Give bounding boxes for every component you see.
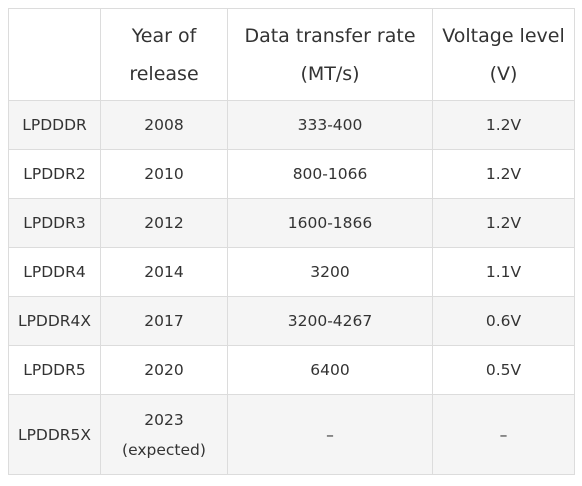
lpddr-comparison-table: Year of release Data transfer rate (MT/s… (8, 8, 575, 475)
header-rate-line-2: (MT/s) (300, 62, 360, 85)
cell-year-line-1: 2023 (144, 410, 184, 429)
cell-rate: – (227, 394, 433, 475)
header-voltage-line-2: (V) (489, 62, 518, 85)
cell-voltage: 1.2V (432, 149, 575, 199)
cell-standard: LPDDR4 (8, 247, 101, 297)
table-body: LPDDDR 2008 333-400 1.2V LPDDR2 2010 800… (8, 100, 575, 475)
cell-voltage: 1.2V (432, 100, 575, 150)
cell-rate: 800-1066 (227, 149, 433, 199)
header-year-line-1: Year of (131, 24, 197, 47)
cell-year-line-2: (expected) (122, 440, 206, 459)
cell-standard: LPDDDR (8, 100, 101, 150)
cell-voltage: – (432, 394, 575, 475)
cell-standard: LPDDR3 (8, 198, 101, 248)
table-row: LPDDDR 2008 333-400 1.2V (8, 100, 575, 150)
cell-year: 2008 (100, 100, 228, 150)
cell-voltage: 1.1V (432, 247, 575, 297)
cell-voltage: 0.5V (432, 345, 575, 395)
cell-rate: 3200 (227, 247, 433, 297)
table-row: LPDDR4X 2017 3200-4267 0.6V (8, 296, 575, 346)
header-year-line-2: release (129, 62, 199, 85)
cell-rate: 1600-1866 (227, 198, 433, 248)
header-year-of-release: Year of release (100, 8, 228, 101)
header-rate-line-1: Data transfer rate (244, 24, 416, 47)
cell-year: 2012 (100, 198, 228, 248)
table-header: Year of release Data transfer rate (MT/s… (8, 8, 575, 101)
lpddr-table-container: Year of release Data transfer rate (MT/s… (8, 8, 575, 475)
cell-standard: LPDDR4X (8, 296, 101, 346)
cell-rate: 6400 (227, 345, 433, 395)
cell-year: 2014 (100, 247, 228, 297)
table-row: LPDDR2 2010 800-1066 1.2V (8, 149, 575, 199)
cell-year: 2023 (expected) (100, 394, 228, 475)
header-voltage-line-1: Voltage level (442, 24, 565, 47)
table-row: LPDDR5 2020 6400 0.5V (8, 345, 575, 395)
cell-rate: 3200-4267 (227, 296, 433, 346)
cell-standard: LPDDR5 (8, 345, 101, 395)
cell-year: 2020 (100, 345, 228, 395)
table-row: LPDDR3 2012 1600-1866 1.2V (8, 198, 575, 248)
cell-voltage: 0.6V (432, 296, 575, 346)
header-standard (8, 8, 101, 101)
table-row: LPDDR5X 2023 (expected) – – (8, 394, 575, 475)
header-row: Year of release Data transfer rate (MT/s… (8, 8, 575, 101)
cell-rate: 333-400 (227, 100, 433, 150)
cell-year: 2010 (100, 149, 228, 199)
header-voltage-level: Voltage level (V) (432, 8, 575, 101)
header-data-transfer-rate: Data transfer rate (MT/s) (227, 8, 433, 101)
table-row: LPDDR4 2014 3200 1.1V (8, 247, 575, 297)
cell-standard: LPDDR2 (8, 149, 101, 199)
cell-year: 2017 (100, 296, 228, 346)
cell-voltage: 1.2V (432, 198, 575, 248)
cell-standard: LPDDR5X (8, 394, 101, 475)
